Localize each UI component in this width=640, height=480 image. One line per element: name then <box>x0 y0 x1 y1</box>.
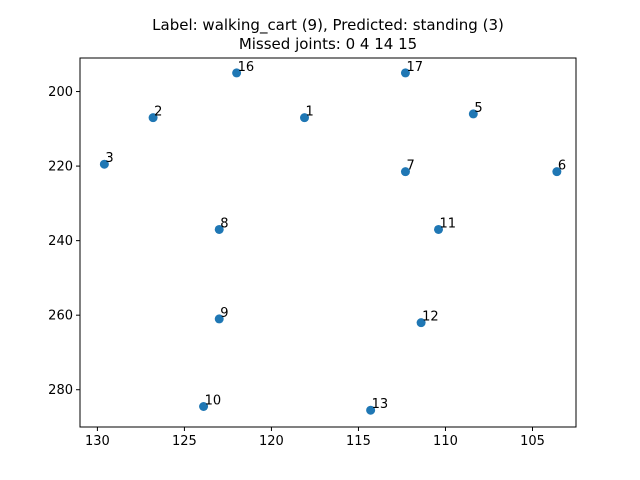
chart-title-line1: Label: walking_cart (9), Predicted: stan… <box>152 16 504 35</box>
y-tick-label: 220 <box>48 160 73 175</box>
data-point-6 <box>552 167 562 177</box>
data-point-9 <box>214 314 224 324</box>
x-tick-label: 125 <box>172 434 197 449</box>
y-tick-label: 240 <box>48 234 73 249</box>
point-label-1: 1 <box>306 105 314 120</box>
x-tick-label: 115 <box>346 434 371 449</box>
point-label-2: 2 <box>154 105 162 120</box>
point-label-16: 16 <box>238 60 255 75</box>
y-tick-label: 280 <box>48 383 73 398</box>
x-tick-label: 110 <box>433 434 458 449</box>
point-label-8: 8 <box>220 216 228 231</box>
y-tick-label: 260 <box>48 309 73 324</box>
data-point-5 <box>468 109 478 119</box>
data-point-16 <box>232 68 242 78</box>
data-point-8 <box>214 224 224 234</box>
x-tick-label: 120 <box>259 434 284 449</box>
y-tick-label: 200 <box>48 85 73 100</box>
point-label-10: 10 <box>205 394 222 409</box>
data-point-7 <box>400 167 410 177</box>
data-point-17 <box>400 68 410 78</box>
point-label-12: 12 <box>422 310 439 325</box>
data-point-12 <box>416 318 426 328</box>
data-point-10 <box>199 402 209 411</box>
data-point-11 <box>434 224 444 234</box>
x-tick-label: 130 <box>85 434 110 449</box>
y-axis-ticks: 200 220 240 260 280 <box>48 85 80 398</box>
point-label-3: 3 <box>105 151 113 166</box>
plot-area-frame <box>79 57 577 428</box>
data-point-3 <box>99 159 109 169</box>
x-tick-label: 105 <box>520 434 545 449</box>
data-point-2 <box>148 113 158 123</box>
data-point-13 <box>366 405 376 415</box>
chart-title-line2: Missed joints: 0 4 14 15 <box>239 35 417 53</box>
point-label-13: 13 <box>372 397 389 412</box>
point-label-9: 9 <box>220 306 228 321</box>
data-point-1 <box>300 113 310 123</box>
point-label-11: 11 <box>440 216 457 231</box>
x-axis-ticks: 130 125 120 115 110 105 <box>85 427 545 449</box>
point-label-7: 7 <box>406 159 414 174</box>
point-label-5: 5 <box>474 101 482 116</box>
point-label-6: 6 <box>558 159 566 174</box>
point-label-17: 17 <box>406 60 423 75</box>
